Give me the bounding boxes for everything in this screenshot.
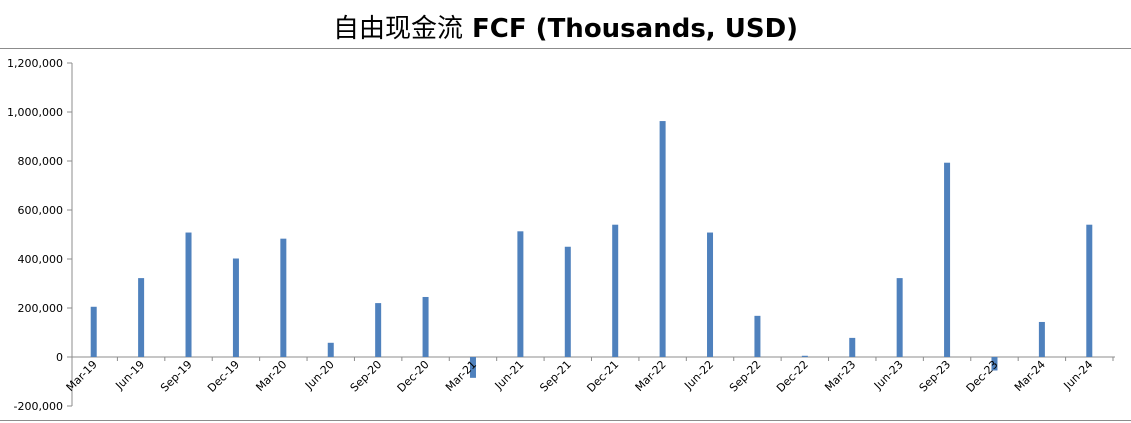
y-tick-label: 800,000: [18, 155, 64, 168]
x-tick-label: Mar-19: [64, 358, 100, 394]
x-tick-label: Jun-19: [112, 358, 147, 393]
x-tick-label: Mar-20: [253, 358, 289, 394]
plot-bottom-border: [0, 420, 1131, 421]
y-tick-label: -200,000: [14, 400, 63, 413]
bar-mar-20: [280, 238, 287, 357]
bar-dec-22: [801, 355, 808, 357]
bar-dec-21: [612, 224, 619, 357]
bar-jun-24: [1086, 224, 1093, 357]
bar-jun-19: [138, 278, 145, 357]
x-tick-label: Mar-24: [1012, 358, 1048, 394]
y-tick-label: 0: [56, 351, 63, 364]
bar-dec-19: [232, 258, 239, 357]
x-tick-label: Sep-21: [537, 358, 574, 395]
chart-title-cn: 自由现金流: [332, 14, 463, 44]
bar-sep-19: [185, 232, 192, 357]
plot-top-border: [0, 48, 1131, 49]
x-tick-label: Dec-23: [964, 358, 1001, 395]
x-tick-label: Jun-22: [681, 358, 716, 393]
x-tick-label: Dec-19: [205, 358, 242, 395]
y-tick-label: 1,200,000: [7, 57, 63, 70]
x-tick-label: Jun-23: [871, 358, 906, 393]
y-tick-label: 600,000: [18, 204, 64, 217]
bar-dec-23: [991, 357, 998, 371]
x-tick-label: Jun-20: [302, 358, 337, 393]
y-tick-label: 400,000: [18, 253, 64, 266]
bar-sep-23: [944, 162, 951, 357]
x-tick-label: Dec-21: [584, 358, 621, 395]
bar-mar-24: [1038, 321, 1045, 357]
bar-jun-22: [707, 232, 714, 357]
bar-sep-22: [754, 315, 761, 357]
y-tick-label: 200,000: [18, 302, 64, 315]
bar-mar-21: [469, 357, 476, 378]
bar-mar-23: [849, 337, 856, 357]
y-tick-label: 1,000,000: [7, 106, 63, 119]
x-tick-label: Jun-24: [1061, 358, 1096, 393]
bar-mar-22: [659, 121, 666, 357]
chart-title-en: FCF (Thousands, USD): [472, 14, 799, 44]
bar-sep-20: [375, 303, 382, 357]
x-tick-label: Dec-22: [774, 358, 811, 395]
x-tick-label: Sep-19: [158, 358, 195, 395]
x-tick-label: Sep-20: [348, 358, 385, 395]
bar-mar-19: [90, 306, 97, 357]
bar-jun-21: [517, 231, 524, 357]
bar-dec-20: [422, 296, 429, 357]
x-tick-label: Mar-22: [633, 358, 669, 394]
x-tick-label: Sep-22: [727, 358, 764, 395]
x-tick-label: Jun-21: [492, 358, 527, 393]
x-tick-label: Mar-23: [822, 358, 858, 394]
chart-title: 自由现金流 FCF (Thousands, USD): [0, 8, 1131, 45]
bar-jun-23: [896, 278, 903, 357]
bar-sep-21: [564, 246, 571, 357]
x-tick-label: Sep-23: [917, 358, 954, 395]
bar-jun-20: [327, 342, 334, 357]
x-tick-label: Dec-20: [395, 358, 432, 395]
